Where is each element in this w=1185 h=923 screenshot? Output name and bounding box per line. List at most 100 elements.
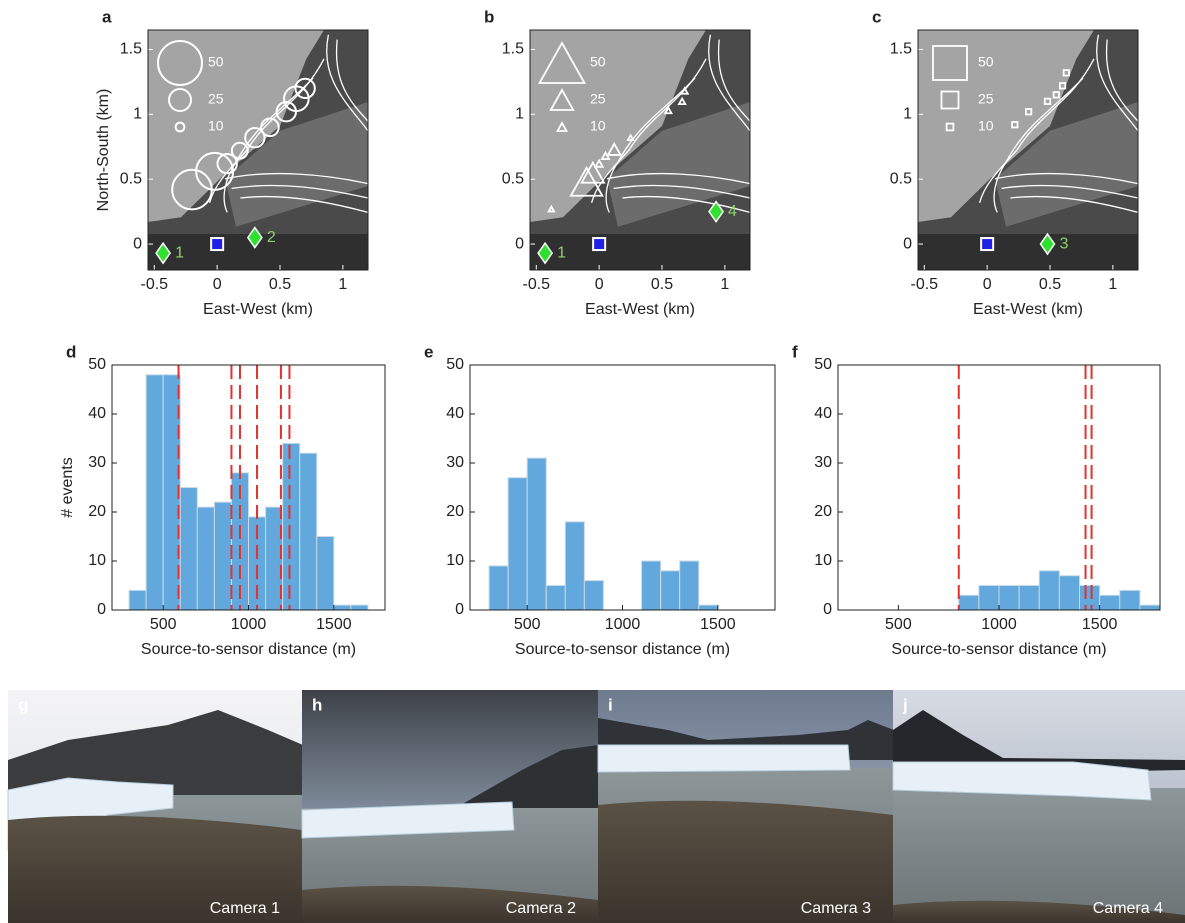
bar [1059,576,1079,610]
photo-glacier [598,745,850,772]
figure: 50251012-0.500.5100.511.5aEast-West (km)… [0,0,1185,923]
size-legend-label: 10 [590,118,606,134]
x-tick-label: -0.5 [910,276,938,293]
size-legend-label: 25 [208,91,224,107]
y-tick-label: 0 [133,235,142,252]
bar [508,478,527,610]
x-tick-label: 0.5 [1039,276,1061,293]
y-tick-label: 0.5 [502,170,524,187]
y-tick-label: 0 [455,601,464,618]
x-tick-label: 0 [213,276,222,293]
x-tick-label: 1 [1108,276,1117,293]
bar [129,590,146,610]
x-axis-label: East-West (km) [585,301,695,318]
x-tick-label: 500 [514,616,541,633]
x-tick-label: 1500 [1082,616,1118,633]
x-tick-label: -0.5 [140,276,168,293]
size-legend-label: 25 [590,91,606,107]
bar [283,443,300,610]
photo-label: j [902,695,908,714]
sensor-label: 3 [1059,235,1068,252]
y-tick-label: 10 [88,552,106,569]
bar [214,502,231,610]
y-tick-label: 1.5 [502,41,524,58]
bar [661,571,680,610]
photo-caption: Camera 1 [210,900,280,917]
size-legend-label: 50 [978,54,994,70]
x-axis-label: Source-to-sensor distance (m) [515,641,730,658]
bar [546,586,565,611]
size-legend-label: 25 [978,91,994,107]
bar [317,537,334,611]
y-tick-label: 50 [814,356,832,373]
bar [999,586,1019,611]
y-tick-label: 1 [515,106,524,123]
y-axis-label: North-South (km) [95,89,112,212]
bar [146,375,163,610]
y-tick-label: 30 [814,454,832,471]
x-tick-label: 0.5 [269,276,291,293]
photo-label: h [312,695,322,714]
y-tick-label: 0 [515,235,524,252]
bar [1039,571,1059,610]
axes-frame [838,365,1160,610]
bar [959,595,979,610]
y-tick-label: 1 [133,106,142,123]
panel-label: d [66,342,76,361]
photo: h Camera 2 [302,690,598,923]
bar [979,586,999,611]
bar [300,453,317,610]
y-tick-label: 30 [446,454,464,471]
size-legend-label: 50 [208,54,224,70]
photo-label: i [608,695,613,714]
x-tick-label: 500 [150,616,177,633]
y-tick-label: 10 [446,552,464,569]
y-tick-label: 0 [823,601,832,618]
y-tick-label: 20 [814,503,832,520]
y-tick-label: 0 [97,601,106,618]
y-tick-label: 1.5 [120,41,142,58]
panel-label: a [102,7,112,26]
x-tick-label: 500 [885,616,912,633]
y-tick-label: 30 [88,454,106,471]
y-tick-label: 1.5 [890,41,912,58]
sensor-label: 2 [267,229,276,246]
y-tick-label: 0.5 [890,170,912,187]
bar [489,566,508,610]
bar [1080,586,1100,611]
size-legend-label: 10 [978,118,994,134]
photo: j Camera 4 [893,690,1185,923]
y-tick-label: 40 [814,405,832,422]
panel-label: c [872,7,881,26]
y-tick-label: 10 [814,552,832,569]
x-tick-label: 1500 [316,616,352,633]
bar [197,507,214,610]
y-tick-label: 1 [903,106,912,123]
size-legend-label: 50 [590,54,606,70]
bar [565,522,584,610]
reference-site [981,238,993,250]
photo-caption: Camera 2 [506,900,576,917]
photo: iCamera 3 [598,690,894,923]
x-tick-label: 1 [720,276,729,293]
sensor-label: 1 [175,244,184,261]
bar [1100,595,1120,610]
bar [699,605,718,610]
x-tick-label: 1 [338,276,347,293]
panel-label: b [484,7,494,26]
y-tick-label: 40 [446,405,464,422]
photo-caption: Camera 4 [1093,900,1163,917]
sensor-label: 4 [728,203,737,220]
bar [680,561,699,610]
y-axis-label: # events [59,457,76,517]
x-tick-label: 0.5 [651,276,673,293]
panel-label: e [424,342,433,361]
bar [1140,605,1160,610]
x-axis-label: Source-to-sensor distance (m) [141,641,356,658]
y-tick-label: 50 [88,356,106,373]
bar [642,561,661,610]
x-tick-label: 1500 [700,616,736,633]
bar [180,488,197,611]
y-tick-label: 20 [446,503,464,520]
y-tick-label: 40 [88,405,106,422]
